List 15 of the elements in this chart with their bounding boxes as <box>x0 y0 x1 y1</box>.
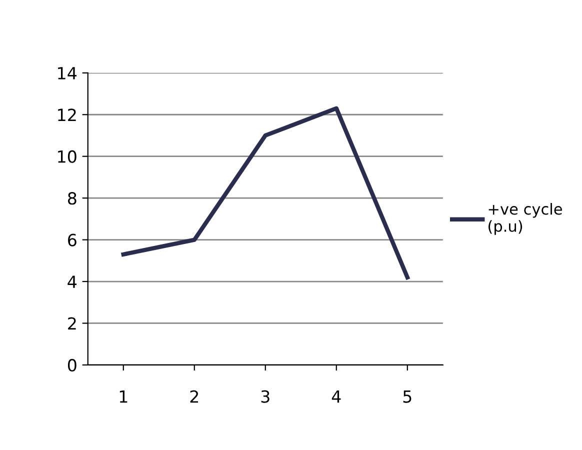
y-tick-label: 12 <box>58 108 76 121</box>
x-tick-label: 5 <box>403 390 412 403</box>
x-tick-label: 3 <box>261 390 270 403</box>
x-tick-label: 2 <box>190 390 198 403</box>
y-tick-label: 2 <box>68 317 76 330</box>
line-series <box>121 106 410 280</box>
legend-label: +ve cycle (p.u) <box>488 202 562 235</box>
x-tick-label: 4 <box>332 390 341 403</box>
y-tick-label: 10 <box>58 150 76 163</box>
y-tick-label: 8 <box>68 192 76 205</box>
x-tick-label: 1 <box>120 390 128 403</box>
y-tick-label: 0 <box>68 358 76 372</box>
y-tick-label: 14 <box>58 67 77 80</box>
y-tick-label: 6 <box>68 234 76 246</box>
y-tick-label: 4 <box>68 276 77 288</box>
